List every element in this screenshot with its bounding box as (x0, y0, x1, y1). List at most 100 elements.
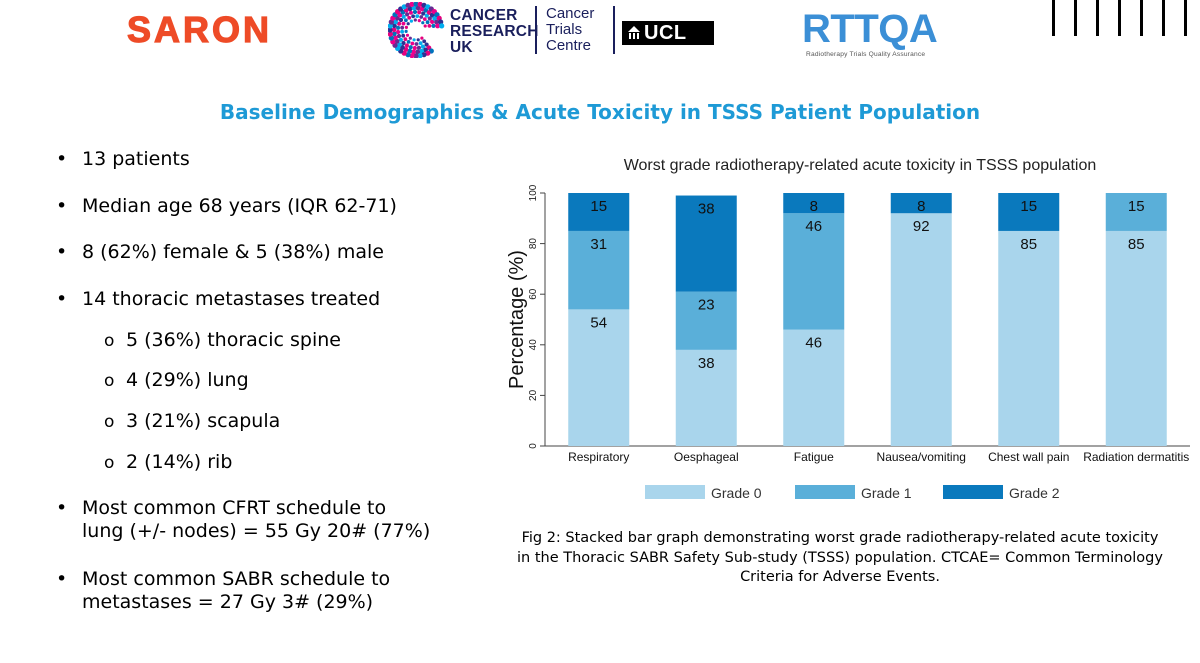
legend-label: Grade 1 (861, 485, 912, 501)
bar-segment (675, 291, 737, 350)
bullet-text: 8 (62%) female & 5 (38%) male (82, 241, 384, 263)
y-tick-label: 40 (528, 339, 539, 351)
sub-bullet-symbol: o (104, 331, 115, 351)
logo-divider (535, 6, 537, 54)
data-label: 92 (913, 218, 930, 235)
x-tick-label: Fatigue (794, 450, 834, 464)
cruk-line-2: RESEARCH (450, 23, 539, 40)
legend-swatch (943, 485, 1003, 499)
decorative-bars (1052, 0, 1190, 36)
cruk-logo: CANCER RESEARCH UK (387, 1, 539, 59)
data-label: 54 (590, 314, 607, 331)
chart-plot: 0 20 40 60 80 100 Percentage (%) 54 31 15 Respirat… (506, 184, 1190, 501)
data-label: 15 (1020, 198, 1037, 215)
legend-swatch (645, 485, 705, 499)
data-label: 8 (917, 198, 925, 215)
data-label: 46 (805, 218, 822, 235)
bar-segment (568, 309, 630, 446)
cruk-line-1: CANCER (450, 7, 518, 24)
bullet-symbol: • (56, 568, 68, 590)
data-label: 15 (1128, 198, 1145, 215)
y-tick-label: 80 (528, 238, 539, 250)
data-label: 23 (698, 297, 715, 314)
caption-line-2: in the Thoracic SABR Safety Sub-study (T… (517, 549, 1163, 566)
ucl-logo: UCL (622, 21, 714, 45)
bar-segment (783, 329, 845, 446)
cruk-logo-text: CANCER RESEARCH UK (450, 8, 539, 56)
logo-divider (613, 6, 615, 54)
bullet-text: 13 patients (82, 148, 190, 170)
saron-logo-text: SARON (127, 12, 272, 46)
slide-title: Baseline Demographics & Acute Toxicity i… (219, 100, 981, 124)
bar-segment (783, 193, 845, 214)
data-label: 38 (698, 355, 715, 372)
bullet-symbol: • (56, 288, 68, 310)
cruk-dots-icon (387, 1, 445, 59)
cruk-line-3: UK (450, 39, 473, 56)
sub-bullet-symbol: o (104, 412, 115, 432)
rttqa-logo: RTTQA Radiotherapy Trials Quality Assura… (802, 8, 952, 64)
y-tick-label: 20 (528, 389, 539, 401)
legend-swatch (795, 485, 855, 499)
y-tick-label: 100 (528, 184, 539, 201)
bullet-symbol: • (56, 195, 68, 217)
bar-segment (783, 213, 845, 330)
bar-segment (1105, 193, 1167, 231)
legend-label: Grade 0 (711, 485, 762, 501)
bullet-text: 14 thoracic metastases treated (82, 288, 381, 310)
saron-logo: SARON (127, 12, 291, 46)
ctc-line-1: Cancer (546, 5, 595, 22)
data-label: 15 (590, 198, 607, 215)
data-label: 85 (1020, 236, 1037, 253)
sub-bullet-text: 4 (29%) lung (126, 369, 249, 391)
sub-bullet-symbol: o (104, 453, 115, 473)
rttqa-logo-text: RTTQA (802, 7, 938, 51)
bar-segment (998, 193, 1060, 231)
ucl-portico-icon (628, 26, 640, 39)
bullet-text: metastases = 27 Gy 3# (29%) (82, 591, 374, 613)
toxicity-chart: Worst grade radiotherapy-related acute t… (500, 148, 1190, 518)
data-label: 46 (805, 335, 822, 352)
sub-bullet-text: 3 (21%) scapula (126, 410, 281, 432)
chart-title: Worst grade radiotherapy-related acute t… (623, 157, 1097, 174)
y-tick-label: 60 (528, 288, 539, 300)
data-label: 8 (810, 198, 818, 215)
bar-segment (675, 195, 737, 292)
x-tick-label: Respiratory (568, 450, 629, 464)
ucl-logo-text: UCL (644, 22, 687, 44)
x-tick-label: Chest wall pain (988, 450, 1069, 464)
data-label: 85 (1128, 236, 1145, 253)
bullet-text: Median age 68 years (IQR 62-71) (82, 195, 397, 217)
bullet-text: Most common CFRT schedule to (82, 497, 387, 519)
bullet-symbol: • (56, 148, 68, 170)
bar-segment (890, 213, 952, 446)
bar-segment (568, 230, 630, 310)
x-tick-label: Nausea/vomiting (877, 450, 966, 464)
bullet-symbol: • (56, 497, 68, 519)
y-tick-label: 0 (528, 443, 539, 449)
rttqa-logo-subtitle: Radiotherapy Trials Quality Assurance (806, 51, 926, 58)
x-tick-label: Radiation dermatitis (1083, 450, 1189, 464)
ctc-logo-text: Cancer Trials Centre (546, 6, 594, 54)
bar-segment (568, 193, 630, 231)
data-label: 31 (590, 236, 607, 253)
caption-line-3: Criteria for Adverse Events. (740, 569, 940, 585)
bar-segment (675, 349, 737, 446)
legend-label: Grade 2 (1009, 485, 1060, 501)
sub-bullet-text: 2 (14%) rib (126, 451, 233, 473)
figure-caption: Fig 2: Stacked bar graph demonstrating w… (490, 529, 1190, 588)
bullet-text: lung (+/- nodes) = 55 Gy 20# (77%) (82, 520, 431, 542)
y-axis-label: Percentage (%) (506, 250, 528, 389)
sub-bullet-symbol: o (104, 371, 115, 391)
saron-logo-mark: SARON (127, 12, 272, 46)
ctc-line-3: Centre (546, 37, 592, 54)
data-label: 38 (698, 201, 715, 218)
bar-segment (890, 193, 952, 214)
bar-segment (998, 230, 1060, 446)
bar-segment (1105, 230, 1167, 446)
caption-line-1: Fig 2: Stacked bar graph demonstrating w… (521, 530, 1159, 546)
bullet-text: Most common SABR schedule to (82, 568, 391, 590)
ctc-line-2: Trials (546, 21, 583, 38)
x-tick-label: Oesphageal (674, 450, 739, 464)
bullet-symbol: • (56, 241, 68, 263)
